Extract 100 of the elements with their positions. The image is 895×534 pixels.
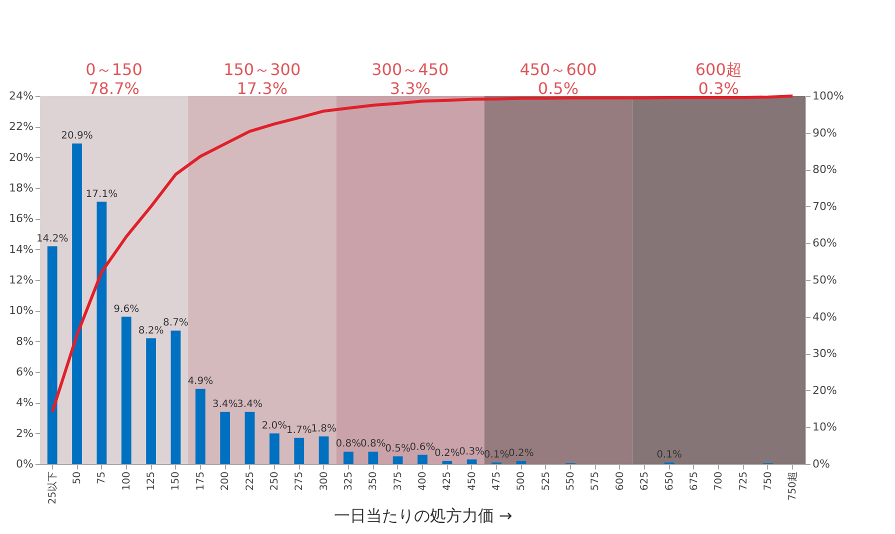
x-tick-label: 325: [343, 472, 354, 491]
data-label: 8.2%: [138, 325, 164, 336]
x-tick-label: 425: [442, 472, 454, 491]
x-tick-label: 550: [566, 472, 577, 491]
bar: [170, 330, 181, 464]
bar: [270, 433, 280, 464]
data-label: 3.4%: [212, 398, 238, 410]
y-tick-label: 22%: [9, 120, 34, 134]
x-tick-label: 700: [714, 472, 725, 491]
x-tick-label: 250: [269, 472, 280, 491]
bar: [516, 460, 526, 464]
bar: [146, 338, 156, 464]
y-tick-label: 10%: [9, 304, 34, 318]
x-tick-label: 300: [318, 472, 330, 491]
y-tick-label: 20%: [9, 150, 34, 164]
data-label: 1.8%: [311, 423, 336, 434]
data-label: 3.4%: [237, 398, 262, 410]
x-tick-label: 450: [466, 472, 478, 491]
x-tick-label: 100: [121, 472, 132, 491]
y2-tick-label: 40%: [812, 310, 837, 324]
data-label: 8.7%: [163, 318, 188, 329]
bar: [72, 144, 82, 464]
data-label: 0.5%: [385, 443, 411, 454]
bar: [220, 412, 230, 464]
y-tick-label: 14%: [9, 242, 34, 256]
x-tick-label: 125: [146, 472, 158, 491]
y-tick-label: 16%: [9, 212, 34, 226]
x-tick-label: 600: [614, 472, 626, 491]
y2-tick-label: 20%: [812, 384, 837, 397]
band-label: 0～150 78.7%: [86, 60, 142, 98]
x-tick-label: 725: [738, 472, 750, 491]
bar: [368, 452, 378, 464]
x-tick-label: 375: [392, 472, 404, 491]
y2-tick-label: 80%: [812, 163, 837, 176]
data-label: 0.1%: [484, 449, 510, 460]
data-label: 17.1%: [86, 188, 118, 200]
bar: [294, 438, 304, 464]
band-label: 300～450 3.3%: [372, 60, 449, 98]
data-label: 0.2%: [508, 448, 534, 459]
x-tick-label: 750: [762, 472, 774, 491]
x-tick-label: 525: [540, 472, 552, 491]
x-tick-label: 350: [368, 472, 380, 491]
data-label: 0.2%: [434, 448, 460, 459]
band-label: 150～300 17.3%: [224, 60, 301, 98]
data-label: 4.9%: [188, 376, 214, 387]
bar: [96, 202, 107, 464]
y-tick-label: 0%: [16, 458, 34, 470]
bar: [418, 454, 428, 464]
y2-tick-label: 60%: [812, 236, 837, 250]
x-tick-label: 75: [96, 472, 108, 484]
bar: [121, 316, 132, 464]
y-tick-label: 24%: [9, 90, 34, 102]
band-label: 600超 0.3%: [695, 60, 742, 98]
y-tick-label: 18%: [9, 182, 34, 194]
data-label: 0.1%: [656, 449, 682, 460]
y2-tick-label: 70%: [812, 200, 837, 213]
data-label: 1.7%: [286, 424, 312, 436]
data-label: 9.6%: [114, 304, 140, 315]
bar: [195, 388, 206, 464]
x-tick-label: 650: [664, 472, 676, 491]
bar: [47, 246, 58, 464]
y2-tick-label: 50%: [812, 274, 837, 286]
x-tick-label: 500: [516, 472, 528, 491]
data-label: 20.9%: [61, 130, 93, 142]
x-tick-label: 25以下: [46, 472, 58, 504]
x-tick-label: 675: [688, 472, 700, 491]
x-tick-label: 275: [294, 472, 306, 491]
x-tick-label: 625: [640, 472, 651, 491]
data-label: 0.8%: [360, 438, 386, 450]
x-tick-label: 750超: [786, 472, 799, 501]
bar: [392, 456, 403, 464]
x-tick-label: 150: [170, 472, 182, 491]
band-label: 450～600 0.5%: [520, 60, 597, 98]
data-label: 0.3%: [459, 446, 485, 458]
x-tick-label: 200: [220, 472, 232, 491]
x-axis-title: 一日当たりの処方力価 →: [334, 506, 512, 526]
bar: [442, 460, 452, 464]
bar: [318, 436, 329, 464]
y2-tick-label: 100%: [812, 90, 844, 102]
y-tick-label: 2%: [16, 426, 34, 440]
bar: [244, 412, 255, 464]
data-label: 0.8%: [336, 438, 362, 450]
y-tick-label: 12%: [9, 274, 34, 286]
x-tick-label: 400: [418, 472, 428, 491]
x-tick-label: 225: [244, 472, 256, 491]
y-tick-label: 8%: [16, 334, 34, 348]
y2-tick-label: 30%: [812, 347, 837, 360]
bar: [344, 452, 354, 464]
x-tick-label: 575: [590, 472, 602, 491]
y2-tick-label: 90%: [812, 126, 837, 140]
x-tick-label: 175: [195, 472, 206, 491]
y-tick-label: 4%: [16, 396, 34, 410]
y2-tick-label: 0%: [812, 458, 830, 470]
x-tick-label: 475: [492, 472, 503, 491]
y-tick-label: 6%: [16, 366, 34, 378]
y2-tick-label: 10%: [812, 420, 837, 434]
data-label: 14.2%: [36, 233, 68, 244]
bar: [466, 459, 477, 464]
data-label: 2.0%: [262, 420, 288, 432]
data-label: 0.6%: [410, 442, 436, 453]
